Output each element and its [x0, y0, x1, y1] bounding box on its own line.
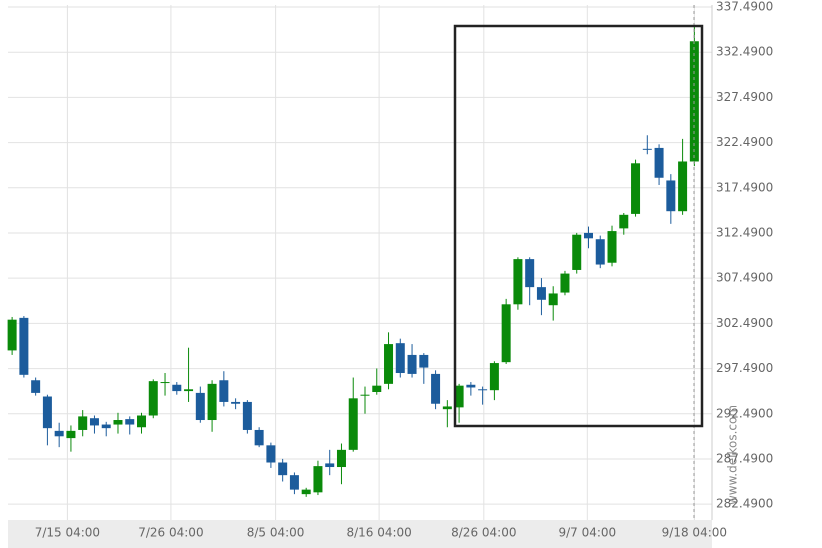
candle-body [313, 466, 323, 493]
grid [8, 5, 712, 520]
candle-body [407, 354, 417, 374]
candle-body [513, 259, 523, 305]
candle-body [219, 380, 229, 402]
candle-body [254, 429, 264, 446]
candle-body [7, 319, 17, 351]
candle-body [454, 385, 464, 408]
y-tick-label: 287.4900 [716, 451, 773, 465]
candle-body [348, 398, 358, 450]
y-tick-label: 312.4900 [716, 225, 773, 239]
highlight-box [453, 24, 704, 428]
x-tick-label: 9/18 04:00 [662, 526, 727, 540]
y-tick-label: 297.4900 [716, 361, 773, 375]
candle-body [289, 475, 299, 490]
candle-body [372, 385, 382, 392]
y-tick-label: 317.4900 [716, 180, 773, 194]
candle-body [207, 383, 217, 421]
candle-body [125, 419, 135, 425]
candle-body [466, 384, 476, 388]
candle-body [607, 231, 617, 263]
candle-body [583, 232, 593, 239]
candle-body [678, 161, 688, 212]
candle-body [278, 462, 288, 476]
candle-body [89, 418, 99, 426]
candle-body [54, 430, 64, 437]
y-tick-label: 332.4900 [716, 45, 773, 59]
x-axis-band [8, 520, 712, 548]
candle-body [419, 354, 429, 368]
x-tick-label: 8/26 04:00 [451, 526, 516, 540]
candle-body [160, 382, 170, 384]
y-tick-label: 302.4900 [716, 316, 773, 330]
candle-body [148, 381, 158, 416]
x-tick-label: 7/26 04:00 [138, 526, 203, 540]
candle-body [137, 415, 147, 428]
candle-body [101, 424, 111, 429]
candle-body [242, 401, 252, 430]
candle-body [489, 363, 499, 391]
x-tick-label: 8/16 04:00 [346, 526, 411, 540]
candle-body [113, 420, 123, 425]
y-tick-label: 282.4900 [716, 497, 773, 511]
candle-body [184, 389, 194, 392]
candle-body [501, 304, 511, 363]
x-tick-label: 8/5 04:00 [247, 526, 305, 540]
candle-body [431, 373, 441, 404]
candle-body [619, 214, 629, 229]
candle-body [654, 147, 664, 178]
candle-body [42, 396, 52, 429]
candle-body [442, 406, 452, 410]
candle-body [325, 463, 335, 468]
candle-body [525, 259, 535, 288]
candle-body [360, 394, 370, 396]
candle-body [666, 180, 676, 212]
candle-body [478, 389, 488, 391]
candle-body [631, 163, 641, 214]
candle-body [572, 234, 582, 270]
y-tick-label: 307.4900 [716, 271, 773, 285]
candle-body [78, 416, 88, 430]
y-tick-label: 327.4900 [716, 90, 773, 104]
y-tick-label: 292.4900 [716, 406, 773, 420]
candle-body [19, 317, 29, 375]
candle-body [195, 392, 205, 421]
candle-body [266, 445, 276, 463]
candle-body [536, 287, 546, 300]
x-tick-label: 7/15 04:00 [35, 526, 100, 540]
watermark: www.delkos.com [726, 405, 740, 505]
candle-body [172, 384, 182, 392]
candle-body [395, 343, 405, 374]
candle-body [548, 293, 558, 306]
candle-body [66, 430, 76, 439]
candle-body [642, 148, 652, 150]
candle-body [231, 401, 241, 404]
candle-body [336, 449, 346, 468]
candle-body [301, 489, 311, 495]
y-tick-label: 322.4900 [716, 135, 773, 149]
candle-body [31, 380, 41, 393]
x-tick-label: 9/7 04:00 [558, 526, 616, 540]
candle-body [560, 273, 570, 293]
y-tick-label: 337.4900 [716, 0, 773, 13]
candle-body [384, 344, 394, 384]
candle-body [595, 239, 605, 265]
